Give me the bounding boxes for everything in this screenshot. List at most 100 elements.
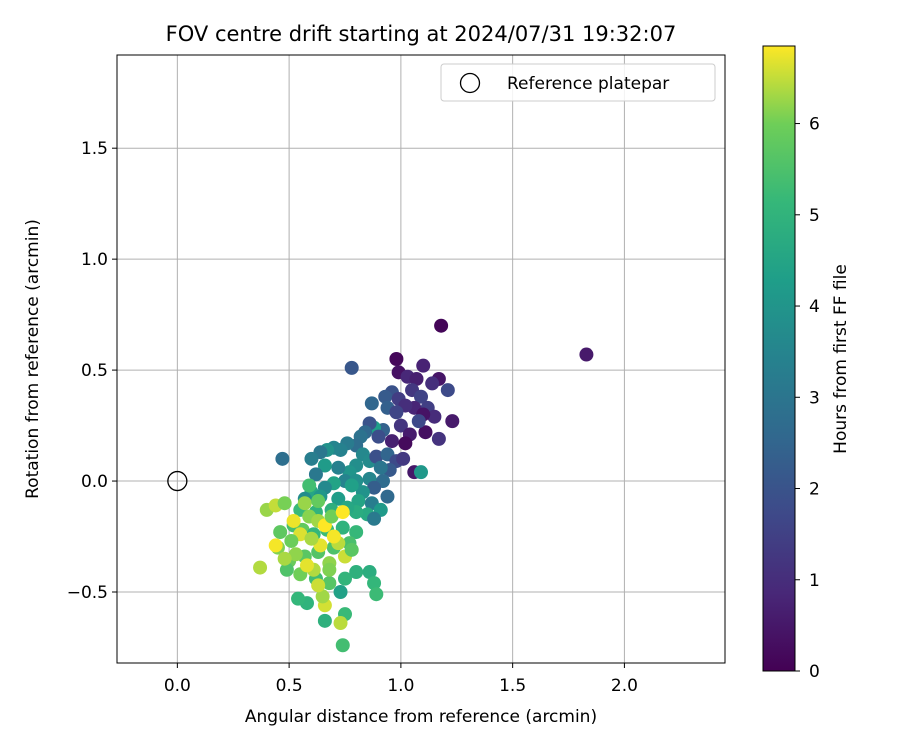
data-point <box>367 480 382 495</box>
data-point <box>440 383 455 398</box>
colorbar-tick-label: 5 <box>809 206 820 226</box>
data-point <box>308 467 323 482</box>
legend-label: Reference platepar <box>507 74 669 94</box>
data-point <box>389 405 404 420</box>
y-tick-label: −0.5 <box>67 583 108 603</box>
data-point <box>331 491 346 506</box>
data-point <box>351 494 366 509</box>
data-point <box>414 389 428 404</box>
data-point <box>445 414 460 429</box>
data-point <box>344 478 359 493</box>
data-point <box>364 396 379 411</box>
data-point <box>297 496 312 511</box>
x-tick-label: 1.0 <box>387 676 414 696</box>
data-point <box>284 533 299 548</box>
colorbar-tick-label: 1 <box>809 571 820 591</box>
data-point <box>349 525 364 540</box>
data-point <box>277 551 292 566</box>
data-point <box>344 542 359 557</box>
data-point <box>288 547 303 562</box>
data-point <box>411 414 426 429</box>
data-point <box>416 358 431 373</box>
data-point <box>304 451 319 466</box>
colorbar-ticks: 0 1 2 3 4 5 6 <box>795 115 820 682</box>
data-point <box>369 449 384 464</box>
data-point <box>425 376 440 391</box>
grid <box>117 55 725 663</box>
colorbar-label: Hours from first FF file <box>831 264 851 454</box>
y-tick-label: 1.0 <box>81 250 108 270</box>
colorbar-tick-label: 6 <box>809 115 820 135</box>
data-point <box>335 520 350 535</box>
data-point <box>398 436 413 451</box>
data-point <box>338 571 352 586</box>
data-point <box>333 584 348 599</box>
data-point <box>389 352 404 366</box>
data-point <box>279 562 294 577</box>
data-point <box>373 460 388 475</box>
data-point <box>324 509 339 524</box>
data-point <box>291 591 306 606</box>
data-point <box>418 425 433 440</box>
data-point <box>427 409 442 424</box>
x-tick-label: 1.5 <box>499 676 526 696</box>
x-axis-label: Angular distance from reference (arcmin) <box>245 707 597 727</box>
plot-frame <box>116 54 726 664</box>
legend-box <box>440 63 716 102</box>
colorbar: 0 1 2 3 4 5 6 Hours from first FF file <box>762 45 851 682</box>
data-point <box>315 589 330 604</box>
data-point <box>304 531 319 546</box>
data-point <box>273 525 288 540</box>
x-tick-label: 0.5 <box>276 676 303 696</box>
data-point <box>302 478 317 493</box>
data-point <box>275 451 290 466</box>
data-point <box>409 371 424 386</box>
y-tick-label: 1.5 <box>81 139 108 159</box>
data-point <box>335 505 350 520</box>
data-point <box>434 318 449 333</box>
data-point <box>317 613 332 628</box>
data-point <box>317 458 332 473</box>
data-point <box>579 347 594 362</box>
data-point <box>369 587 384 602</box>
data-point <box>380 489 395 504</box>
x-tick-label: 2.0 <box>611 676 638 696</box>
data-point <box>344 360 359 375</box>
y-tick-label: 0.0 <box>81 472 108 492</box>
data-point <box>311 494 326 509</box>
data-point <box>322 576 337 591</box>
colorbar-tick-label: 3 <box>809 388 820 408</box>
chart-title: FOV centre drift starting at 2024/07/31 … <box>166 22 677 46</box>
colorbar-tick-label: 0 <box>809 662 820 682</box>
data-point <box>300 558 314 573</box>
y-axis-label: Rotation from reference (arcmin) <box>23 219 43 499</box>
data-point <box>349 565 364 580</box>
data-point <box>371 429 386 444</box>
reference-marker <box>167 470 188 492</box>
x-tick-label: 0.0 <box>164 676 191 696</box>
data-point <box>362 565 377 580</box>
data-point <box>431 431 446 446</box>
data-point <box>322 562 337 577</box>
data-point <box>378 389 393 404</box>
data-points <box>253 318 594 653</box>
data-point <box>367 576 382 591</box>
data-point <box>253 560 268 575</box>
legend: Reference platepar <box>440 63 716 102</box>
y-tick-label: 0.5 <box>81 361 108 381</box>
data-point <box>393 418 408 433</box>
data-point <box>326 529 341 544</box>
data-point <box>333 616 348 631</box>
colorbar-tick-label: 4 <box>809 297 820 317</box>
legend-marker <box>459 72 481 94</box>
colorbar-tick-label: 2 <box>809 480 820 500</box>
data-point <box>396 451 411 466</box>
data-point <box>331 460 346 475</box>
colorbar-gradient <box>762 45 796 672</box>
data-point <box>311 578 326 593</box>
data-point <box>384 434 399 449</box>
data-point <box>277 496 292 511</box>
data-point <box>335 638 350 653</box>
data-point <box>286 513 301 528</box>
